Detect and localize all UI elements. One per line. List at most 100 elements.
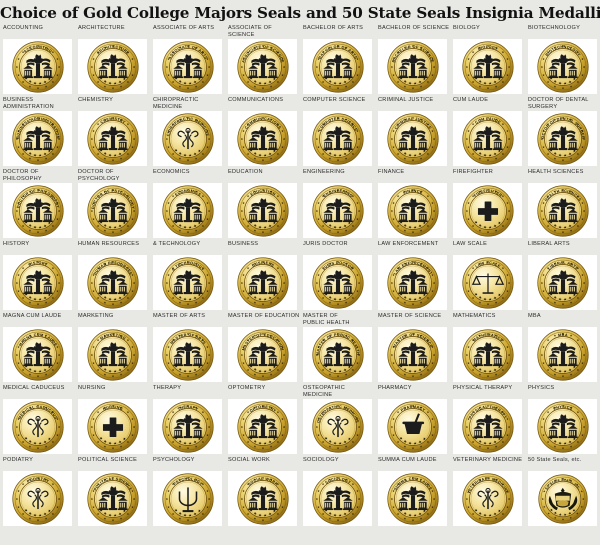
seal-cell[interactable]: ASSOCIATE OF ARTS — [150, 24, 225, 96]
seal-thumbnail[interactable]: CRIMINAL JUSTICE ★ ★ ★ ★ ★ ★ — [378, 111, 447, 166]
seal-cell[interactable]: SUMMA CUM LAUDE — [375, 456, 450, 528]
seal-cell[interactable]: COMPUTER SCIENCE — [300, 96, 375, 168]
seal-cell[interactable]: BIOLOGY — [450, 24, 525, 96]
seal-thumbnail[interactable]: OPTOMETRY ★ ★ ★ ★ ★ ★ — [228, 399, 297, 454]
seal-thumbnail[interactable]: BUSINESS ★ ★ ★ ★ ★ ★ — [228, 255, 297, 310]
seal-cell[interactable]: CRIMINAL JUSTICE — [375, 96, 450, 168]
seal-thumbnail[interactable]: HISTORY ★ ★ ★ ★ ★ ★ — [3, 255, 72, 310]
seal-cell[interactable]: JURIS DOCTOR — [300, 240, 375, 312]
seal-cell[interactable]: PHARMACY — [375, 384, 450, 456]
seal-cell[interactable]: HUMAN RESOURCES — [75, 240, 150, 312]
seal-cell[interactable]: LAW ENFORCEMENT — [375, 240, 450, 312]
seal-thumbnail[interactable]: PHYSICS ★ ★ ★ ★ ★ ★ — [528, 399, 597, 454]
seal-thumbnail[interactable]: ACCOUNTING ★ ★ ★ ★ ★ ★ — [3, 39, 72, 94]
seal-cell[interactable]: ACCOUNTING — [0, 24, 75, 96]
seal-cell[interactable]: BIOTECHNOLOGY — [525, 24, 600, 96]
seal-thumbnail[interactable]: 50 State Seals, etc. ★ ★ ★ ★ ★ ★ — [528, 471, 597, 526]
seal-thumbnail[interactable]: MAGNA CUM LAUDE ★ ★ ★ ★ ★ ★ — [3, 327, 72, 382]
seal-cell[interactable]: OSTEOPATHIC MEDICINE — [300, 384, 375, 456]
seal-thumbnail[interactable]: EDUCATION ★ ★ ★ ★ ★ ★ — [228, 183, 297, 238]
seal-thumbnail[interactable]: PHARMACY ★ ★ ★ ★ ★ ★ — [378, 399, 447, 454]
seal-thumbnail[interactable]: SOCIAL WORK ★ ★ ★ ★ ★ ★ — [228, 471, 297, 526]
seal-thumbnail[interactable]: BUSINESS ADMINISTRATION ★ ★ ★ ★ ★ ★ — [3, 111, 72, 166]
seal-cell[interactable]: 50 State Seals, etc. — [525, 456, 600, 528]
seal-cell[interactable]: ECONOMICS — [150, 168, 225, 240]
seal-thumbnail[interactable]: ECONOMICS ★ ★ ★ ★ ★ ★ — [153, 183, 222, 238]
seal-thumbnail[interactable]: MEDICAL CADUCEUS ★ ★ ★ ★ ★ ★ — [3, 399, 72, 454]
seal-cell[interactable]: CHEMISTRY — [75, 96, 150, 168]
seal-cell[interactable]: DOCTOR OF PHILOSOPHY — [0, 168, 75, 240]
seal-thumbnail[interactable]: DOCTOR OF PHILOSOPHY ★ ★ ★ ★ ★ ★ — [3, 183, 72, 238]
seal-thumbnail[interactable]: MASTER OF ARTS ★ ★ ★ ★ ★ ★ — [153, 327, 222, 382]
seal-cell[interactable]: LAW SCALE — [450, 240, 525, 312]
seal-thumbnail[interactable]: DOCTOR OF PSYCHOLOGY ★ ★ ★ ★ ★ ★ — [78, 183, 147, 238]
seal-thumbnail[interactable]: BIOLOGY ★ ★ ★ ★ ★ ★ — [453, 39, 522, 94]
seal-thumbnail[interactable]: ASSOCIATE OF ARTS ★ ★ ★ ★ ★ ★ — [153, 39, 222, 94]
seal-thumbnail[interactable]: NURSING ★ ★ ★ ★ ★ ★ — [78, 399, 147, 454]
seal-cell[interactable]: DOCTOR OF DENTAL SURGERY — [525, 96, 600, 168]
seal-thumbnail[interactable]: MASTER OF SCIENCE ★ ★ ★ ★ ★ ★ — [378, 327, 447, 382]
seal-cell[interactable]: MBA — [525, 312, 600, 384]
seal-cell[interactable]: MAGNA CUM LAUDE — [0, 312, 75, 384]
seal-thumbnail[interactable]: COMPUTER SCIENCE ★ ★ ★ ★ ★ ★ — [303, 111, 372, 166]
seal-cell[interactable]: HEALTH SCIENCES — [525, 168, 600, 240]
seal-cell[interactable]: PODIATRY — [0, 456, 75, 528]
seal-cell[interactable]: POLITICAL SCIENCE — [75, 456, 150, 528]
seal-cell[interactable]: MASTER OF PUBLIC HEALTH — [300, 312, 375, 384]
seal-thumbnail[interactable]: LIBERAL ARTS ★ ★ ★ ★ ★ ★ — [528, 255, 597, 310]
seal-thumbnail[interactable]: ARCHITECTURE ★ ★ ★ ★ ★ ★ — [78, 39, 147, 94]
seal-thumbnail[interactable]: COMMUNICATIONS ★ ★ ★ ★ ★ ★ — [228, 111, 297, 166]
seal-cell[interactable]: MARKETING — [75, 312, 150, 384]
seal-thumbnail[interactable]: BACHELOR OF ARTS ★ ★ ★ ★ ★ ★ — [303, 39, 372, 94]
seal-cell[interactable]: ASSOCIATE OF SCIENCE — [225, 24, 300, 96]
seal-cell[interactable]: FINANCE — [375, 168, 450, 240]
seal-cell[interactable]: DOCTOR OF PSYCHOLOGY — [75, 168, 150, 240]
seal-thumbnail[interactable]: VETERINARY MEDICINE ★ ★ ★ ★ ★ ★ — [453, 471, 522, 526]
seal-cell[interactable]: MATHEMATICS — [450, 312, 525, 384]
seal-cell[interactable]: BUSINESS — [225, 240, 300, 312]
seal-cell[interactable]: MASTER OF SCIENCE — [375, 312, 450, 384]
seal-thumbnail[interactable]: LAW SCALE ★ ★ ★ ★ ★ ★ — [453, 255, 522, 310]
seal-cell[interactable]: VETERINARY MEDICINE — [450, 456, 525, 528]
seal-thumbnail[interactable]: HUMAN RESOURCES ★ ★ ★ ★ ★ ★ — [78, 255, 147, 310]
seal-cell[interactable]: HISTORY — [0, 240, 75, 312]
seal-cell[interactable]: EDUCATION — [225, 168, 300, 240]
seal-cell[interactable]: SOCIOLOGY — [300, 456, 375, 528]
seal-thumbnail[interactable]: PHYSICAL THERAPY ★ ★ ★ ★ ★ ★ — [453, 399, 522, 454]
seal-thumbnail[interactable]: DOCTOR OF DENTAL SURGERY ★ ★ ★ ★ ★ ★ — [528, 111, 597, 166]
seal-thumbnail[interactable]: PODIATRY ★ ★ ★ ★ ★ ★ — [3, 471, 72, 526]
seal-cell[interactable]: MASTER OF ARTS — [150, 312, 225, 384]
seal-thumbnail[interactable]: MARKETING ★ ★ ★ ★ ★ ★ — [78, 327, 147, 382]
seal-thumbnail[interactable]: FINANCE ★ ★ ★ ★ ★ ★ — [378, 183, 447, 238]
seal-cell[interactable]: BACHELOR OF SCIENCE — [375, 24, 450, 96]
seal-cell[interactable]: ARCHITECTURE — [75, 24, 150, 96]
seal-cell[interactable]: MASTER OF EDUCATION — [225, 312, 300, 384]
seal-cell[interactable]: BACHELOR OF ARTS — [300, 24, 375, 96]
seal-thumbnail[interactable]: LAW ENFORCEMENT ★ ★ ★ ★ ★ ★ — [378, 255, 447, 310]
seal-cell[interactable]: MEDICAL CADUCEUS — [0, 384, 75, 456]
seal-cell[interactable]: SOCIAL WORK — [225, 456, 300, 528]
seal-cell[interactable]: FIREFIGHTER — [450, 168, 525, 240]
seal-thumbnail[interactable]: MASTER OF EDUCATION ★ ★ ★ ★ ★ ★ — [228, 327, 297, 382]
seal-thumbnail[interactable]: JURIS DOCTOR ★ ★ ★ ★ ★ ★ — [303, 255, 372, 310]
seal-cell[interactable]: CUM LAUDE — [450, 96, 525, 168]
seal-thumbnail[interactable]: BIOTECHNOLOGY ★ ★ ★ ★ ★ ★ — [528, 39, 597, 94]
seal-thumbnail[interactable]: OSTEOPATHIC MEDICINE ★ ★ ★ ★ ★ ★ — [303, 399, 372, 454]
seal-thumbnail[interactable]: MATHEMATICS ★ ★ ★ ★ ★ ★ — [453, 327, 522, 382]
seal-cell[interactable]: OPTOMETRY — [225, 384, 300, 456]
seal-thumbnail[interactable]: MBA ★ ★ ★ ★ ★ ★ — [528, 327, 597, 382]
seal-thumbnail[interactable]: PSYCHOLOGY ★ ★ ★ ★ ★ ★ — [153, 471, 222, 526]
seal-thumbnail[interactable]: POLITICAL SCIENCE ★ ★ ★ ★ ★ ★ — [78, 471, 147, 526]
seal-thumbnail[interactable]: SOCIOLOGY ★ ★ ★ ★ ★ ★ — [303, 471, 372, 526]
seal-cell[interactable]: PSYCHOLOGY — [150, 456, 225, 528]
seal-thumbnail[interactable]: SUMMA CUM LAUDE ★ ★ ★ ★ ★ ★ — [378, 471, 447, 526]
seal-cell[interactable]: NURSING NUR — [75, 384, 150, 456]
seal-thumbnail[interactable]: CHIROPRACTIC MEDICINE ★ ★ ★ ★ ★ ★ — [153, 111, 222, 166]
seal-cell[interactable]: ENGINEERING — [300, 168, 375, 240]
seal-thumbnail[interactable]: ASSOCIATE OF SCIENCE ★ ★ ★ ★ ★ ★ — [228, 39, 297, 94]
seal-thumbnail[interactable]: & TECHNOLOGY ★ ★ ★ ★ ★ ★ — [153, 255, 222, 310]
seal-thumbnail[interactable]: FIREFIGHTER ★ ★ ★ ★ ★ ★ — [453, 183, 522, 238]
seal-thumbnail[interactable]: MASTER OF PUBLIC HEALTH ★ ★ ★ ★ ★ ★ — [303, 327, 372, 382]
seal-cell[interactable]: COMMUNICATIONS — [225, 96, 300, 168]
seal-cell[interactable]: CHIROPRACTIC MEDICINE — [150, 96, 225, 168]
